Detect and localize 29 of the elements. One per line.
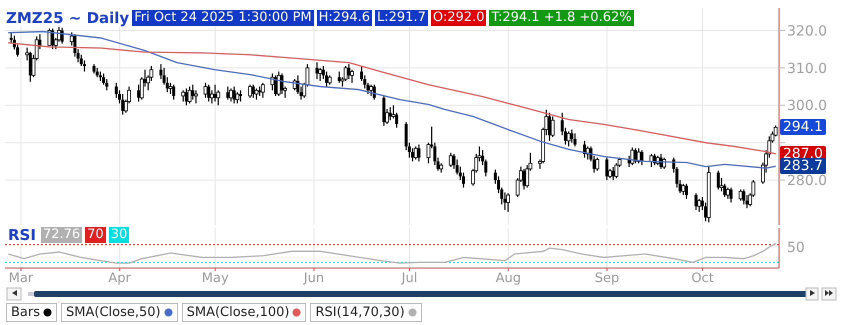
y-tick-label: 320.0 <box>787 23 828 40</box>
legend-label: SMA(Close,50) <box>66 304 161 321</box>
chart-title: RSI <box>8 226 36 244</box>
x-tick-label: May <box>202 271 229 286</box>
annotation: T:294.1 +1.8 +0.62% <box>489 10 634 26</box>
text: 70 <box>85 227 106 243</box>
y-tick-label: 300.0 <box>787 98 828 114</box>
annotation: Fri Oct 24 2025 1:30:00 PM <box>132 10 314 26</box>
chart-title: ZMZ25 ~ Daily <box>6 9 130 27</box>
legend-label: SMA(Close,100) <box>186 304 290 321</box>
legend-label: RSI(14,70,30) <box>315 304 405 321</box>
text: 50 <box>787 240 805 256</box>
y-tick-label: 310.0 <box>787 60 828 77</box>
x-tick-label: Oct <box>691 271 714 286</box>
x-tick-label: Jul <box>400 271 418 286</box>
text: 72.76 <box>40 227 82 243</box>
annotation: 294.1 <box>780 119 826 136</box>
x-tick-label: Jun <box>302 271 324 286</box>
annotation: O:292.0 <box>430 10 486 26</box>
x-tick-label: Apr <box>108 271 132 286</box>
x-tick-label: Aug <box>496 271 521 286</box>
x-tick-label: Mar <box>8 271 34 286</box>
y-tick-label: 280.0 <box>787 173 828 190</box>
annotation: H:294.6 <box>316 10 372 26</box>
annotation: 283.7 <box>780 158 826 174</box>
text: 30 <box>108 227 130 243</box>
legend-label: Bars <box>11 304 40 321</box>
x-tick-label: Sep <box>594 271 620 286</box>
annotation: L:291.7 <box>375 10 428 26</box>
